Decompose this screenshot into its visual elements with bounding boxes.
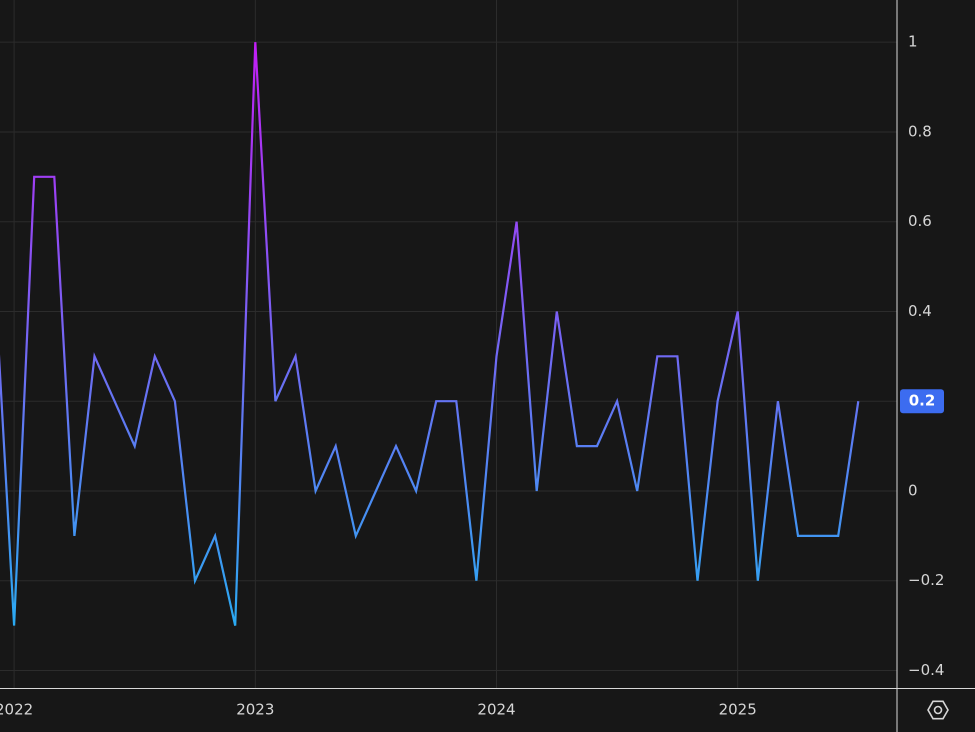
y-tick-label: 0.6 <box>908 212 932 230</box>
y-tick-label: 0 <box>908 481 918 499</box>
y-tick-label: 0.4 <box>908 302 932 320</box>
plot-area <box>0 42 860 626</box>
x-tick-label: 2022 <box>0 701 33 719</box>
x-tick-label: 2024 <box>477 701 515 719</box>
last-value-badge <box>900 389 944 414</box>
x-tick-label: 2025 <box>719 701 757 719</box>
y-tick-label: 1 <box>908 33 918 51</box>
settings-hex <box>927 700 949 720</box>
y-tick-label: −0.4 <box>908 661 944 679</box>
last-value-label: 0.2 <box>909 392 936 410</box>
y-tick-label: −0.2 <box>908 571 944 589</box>
axes: 10.80.60.40.20−0.2−0.420222023202420250.… <box>0 33 944 719</box>
settings-dot <box>933 705 943 715</box>
settings-icon[interactable] <box>927 700 949 720</box>
line-series <box>0 42 860 626</box>
grid <box>0 0 897 688</box>
x-tick-label: 2023 <box>236 701 274 719</box>
y-tick-label: 0.8 <box>908 122 932 140</box>
